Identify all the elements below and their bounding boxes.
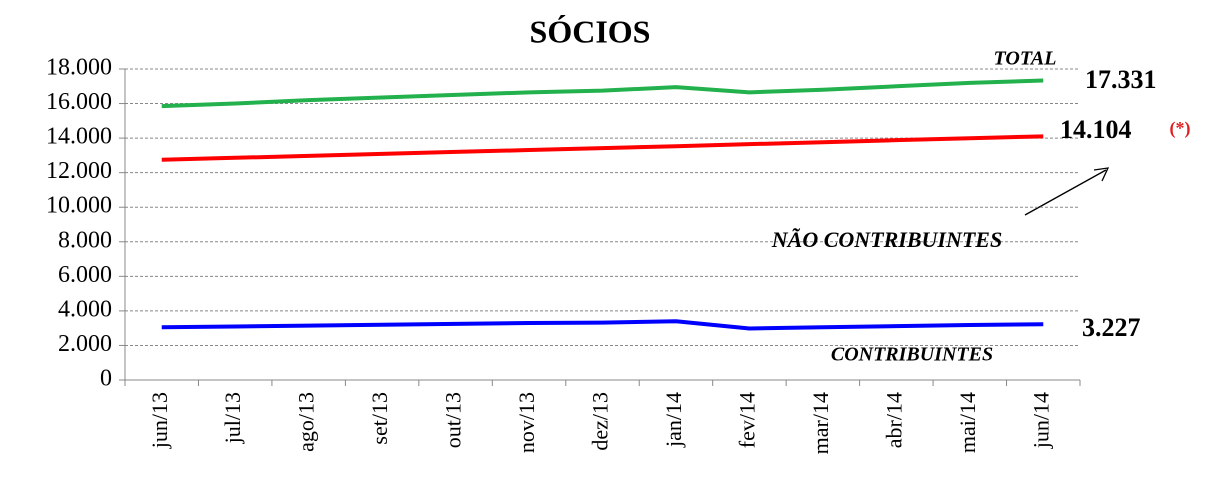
series-label: CONTRIBUINTES	[831, 344, 993, 366]
data-label: 3.227	[1082, 313, 1141, 342]
x-tick-label: ago/13	[294, 392, 319, 452]
annotation: (*)	[1170, 118, 1191, 139]
data-label: 14.104	[1060, 115, 1132, 144]
x-tick-label: jun/14	[1028, 392, 1053, 449]
x-tick-label: fev/14	[734, 392, 759, 448]
x-tick-label: set/13	[367, 392, 392, 445]
x-tick-label: nov/13	[514, 392, 539, 453]
y-tick-label: 0	[100, 366, 112, 392]
y-tick-label: 6.000	[58, 262, 112, 288]
x-tick-label: out/13	[441, 392, 466, 448]
chart-title: SÓCIOS	[530, 13, 651, 49]
y-tick-label: 8.000	[58, 227, 112, 253]
x-tick-label: jul/13	[220, 392, 245, 444]
data-label: 17.331	[1085, 65, 1157, 94]
series-line	[161, 319, 1044, 331]
x-tick-label: jun/13	[147, 392, 172, 449]
y-tick-label: 2.000	[58, 331, 112, 357]
y-tick-label: 16.000	[46, 89, 112, 115]
arrow-head	[1093, 167, 1110, 182]
y-tick-label: 4.000	[58, 296, 112, 322]
x-tick-label: mar/14	[808, 392, 833, 454]
series-label: TOTAL	[994, 48, 1057, 70]
y-tick-label: 12.000	[46, 158, 112, 184]
arrow	[1024, 169, 1107, 216]
x-tick-label: mai/14	[955, 392, 980, 453]
series-line	[161, 134, 1044, 162]
x-tick-label: dez/13	[588, 392, 613, 451]
series-label: NÃO CONTRIBUINTES	[771, 227, 1002, 252]
x-tick-label: jan/14	[661, 392, 686, 448]
x-tick-label: abr/14	[881, 392, 906, 448]
y-tick-label: 18.000	[46, 55, 112, 81]
y-tick-label: 10.000	[46, 193, 112, 219]
y-tick-label: 14.000	[46, 124, 112, 150]
series-line	[161, 78, 1044, 109]
